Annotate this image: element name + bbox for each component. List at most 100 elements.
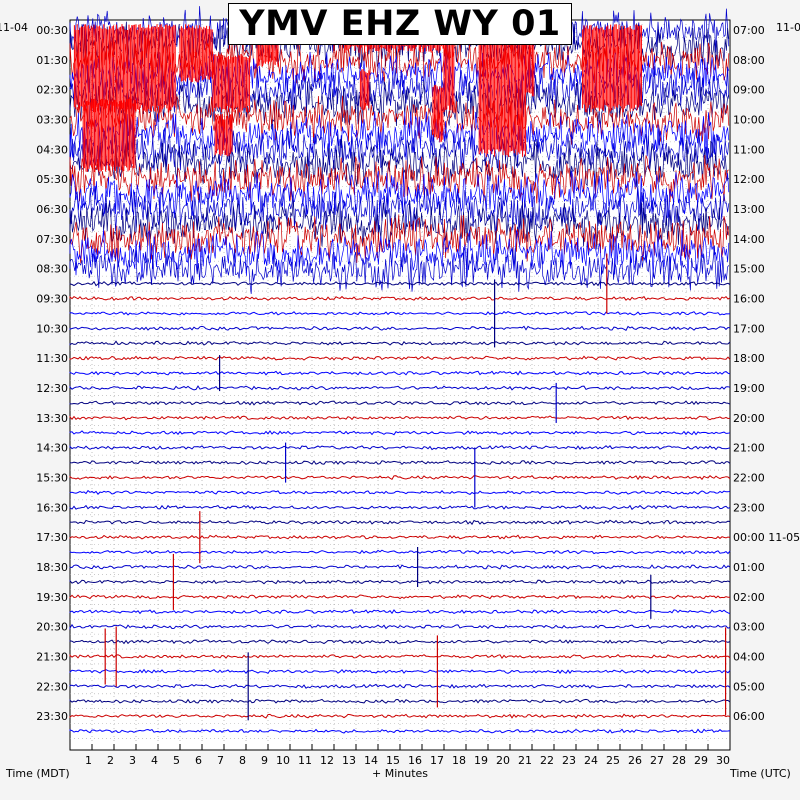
seismic-trace [69, 214, 730, 264]
x-tick-label: 5 [173, 754, 180, 767]
left-time-label: 09:30 [36, 293, 68, 306]
right-time-label: 20:00 [733, 412, 765, 425]
right-time-label: 02:00 [733, 591, 765, 604]
right-time-label: 05:00 [733, 680, 765, 693]
seismic-trace [69, 728, 731, 734]
left-time-label: 11:30 [36, 352, 68, 365]
left-corner-label: 11-04 [0, 21, 28, 34]
right-time-label: 17:00 [733, 322, 765, 335]
left-time-label: 15:30 [36, 472, 68, 485]
right-time-label: 12:00 [733, 173, 765, 186]
x-tick-label: 12 [320, 754, 334, 767]
x-tick-label: 4 [151, 754, 158, 767]
left-time-label: 02:30 [36, 84, 68, 97]
x-tick-label: 26 [628, 754, 642, 767]
x-tick-label: 8 [239, 754, 246, 767]
x-tick-label: 25 [606, 754, 620, 767]
left-time-label: 20:30 [36, 621, 68, 634]
left-time-label: 14:30 [36, 442, 68, 455]
x-tick-label: 18 [452, 754, 466, 767]
x-tick-label: 22 [540, 754, 554, 767]
seismic-trace [69, 519, 731, 526]
x-tick-label: 27 [650, 754, 664, 767]
right-axis-label: Time (UTC) [729, 767, 791, 780]
x-tick-label: 3 [129, 754, 136, 767]
x-tick-label: 30 [716, 754, 730, 767]
seismic-trace [69, 370, 731, 376]
seismic-trace [69, 668, 731, 675]
left-time-label: 13:30 [36, 412, 68, 425]
right-time-label: 11:00 [733, 143, 765, 156]
seismic-trace [69, 654, 731, 659]
seismic-trace [69, 534, 731, 540]
seismic-trace [69, 609, 731, 615]
right-time-label: 00:00 11-05 [733, 531, 800, 544]
seismic-trace [69, 623, 731, 630]
seismic-trace [69, 639, 731, 645]
x-tick-label: 29 [694, 754, 708, 767]
seismic-trace [69, 325, 731, 331]
seismic-trace [69, 184, 730, 234]
seismic-trace [69, 280, 731, 287]
seismic-trace [69, 504, 731, 511]
left-time-label: 23:30 [36, 710, 68, 723]
seismic-trace [69, 138, 730, 190]
x-tick-label: 21 [518, 754, 532, 767]
seismic-trace [69, 698, 731, 704]
left-time-label: 07:30 [36, 233, 68, 246]
left-time-label: 08:30 [36, 263, 68, 276]
seismic-trace [69, 430, 731, 436]
x-tick-label: 17 [430, 754, 444, 767]
x-tick-label: 19 [474, 754, 488, 767]
right-time-label: 09:00 [733, 84, 765, 97]
right-time-label: 08:00 [733, 54, 765, 67]
left-time-label: 16:30 [36, 501, 68, 514]
right-time-label: 10:00 [733, 114, 765, 127]
seismic-trace [69, 460, 731, 466]
seismic-trace [69, 683, 731, 689]
left-time-label: 21:30 [36, 651, 68, 664]
seismic-trace [69, 385, 731, 391]
seismic-trace [69, 295, 731, 301]
seismic-trace [69, 475, 731, 481]
seismic-trace [69, 245, 730, 294]
right-time-label: 18:00 [733, 352, 765, 365]
x-tick-label: 13 [342, 754, 356, 767]
left-time-label: 03:30 [36, 114, 68, 127]
x-tick-label: 16 [408, 754, 422, 767]
seismic-trace [69, 489, 731, 495]
seismic-trace [69, 594, 731, 600]
left-time-label: 19:30 [36, 591, 68, 604]
x-tick-label: 28 [672, 754, 686, 767]
seismic-trace [69, 311, 731, 316]
x-tick-label: 14 [364, 754, 378, 767]
right-time-label: 06:00 [733, 710, 765, 723]
x-axis-label: + Minutes [372, 767, 428, 780]
right-time-label: 01:00 [733, 561, 765, 574]
right-time-label: 04:00 [733, 651, 765, 664]
right-time-label: 03:00 [733, 621, 765, 634]
x-tick-label: 7 [217, 754, 224, 767]
right-time-label: 15:00 [733, 263, 765, 276]
x-axis-ticks: 1 2 3 4 5 6 7 8 9 10 11 12 13 14 15 16 17 18 19 20 21 22 23 24 2… [85, 744, 731, 767]
right-time-label: 16:00 [733, 293, 765, 306]
x-tick-label: 20 [496, 754, 510, 767]
seismic-trace [69, 445, 731, 451]
left-axis-label: Time (MDT) [5, 767, 70, 780]
right-time-label: 19:00 [733, 382, 765, 395]
left-time-label: 01:30 [36, 54, 68, 67]
x-tick-label: 2 [107, 754, 114, 767]
seismic-trace [69, 95, 730, 145]
x-tick-label: 6 [195, 754, 202, 767]
left-time-label: 05:30 [36, 173, 68, 186]
seismic-trace [69, 355, 731, 361]
seismic-trace [69, 229, 730, 278]
seismic-trace [69, 549, 731, 555]
x-tick-label: 15 [386, 754, 400, 767]
x-tick-label: 10 [276, 754, 290, 767]
right-time-label: 07:00 [733, 24, 765, 37]
seismic-trace [69, 564, 731, 570]
left-time-label: 12:30 [36, 382, 68, 395]
seismic-trace [69, 340, 731, 346]
x-tick-label: 23 [562, 754, 576, 767]
